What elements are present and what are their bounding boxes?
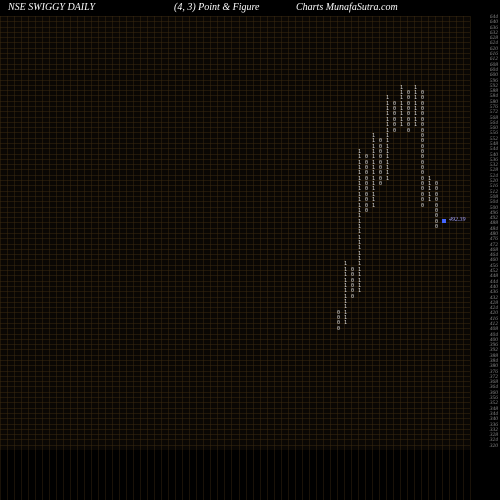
o-mark: 0: [405, 129, 412, 134]
pf-column: 11111111111111: [370, 16, 377, 450]
bottom-strip: [0, 450, 470, 500]
pf-column: 00000000000: [363, 16, 370, 450]
x-mark: 1: [342, 321, 349, 326]
o-mark: 0: [349, 295, 356, 300]
o-mark: 0: [419, 204, 426, 209]
pf-column: 11111111: [398, 16, 405, 450]
chart-header: NSE SWIGGY DAILY (4, 3) Point & Figure C…: [8, 2, 492, 16]
pf-column: 000000000: [433, 16, 440, 450]
x-mark: 1: [398, 123, 405, 128]
y-axis-label: 320: [490, 444, 498, 450]
o-mark: 0: [391, 129, 398, 134]
pf-column: 111111111111111111111111111: [356, 16, 363, 450]
pf-column: 1111111111111111: [384, 16, 391, 450]
symbol-label: NSE SWIGGY DAILY: [8, 2, 95, 13]
o-mark: 0: [433, 225, 440, 230]
chart-plot-area: 0000111111111111000000111111111111111111…: [0, 16, 470, 450]
o-mark: 0: [377, 182, 384, 187]
params-label: (4, 3) Point & Figure: [174, 2, 259, 13]
pf-column: 0000: [335, 16, 342, 450]
current-price-label: 492.39: [449, 217, 466, 223]
pf-column: 000000000: [377, 16, 384, 450]
pf-column: 11111: [426, 16, 433, 450]
x-mark: 1: [384, 177, 391, 182]
source-label: Charts MunafaSutra.com: [296, 2, 398, 13]
pf-column: 000000: [391, 16, 398, 450]
x-mark: 1: [370, 204, 377, 209]
o-mark: 0: [335, 327, 342, 332]
o-mark: 0: [363, 209, 370, 214]
price-marker-dot: [442, 219, 446, 223]
y-axis: 6446406366326286246206166126086046005965…: [470, 16, 498, 450]
x-mark: 1: [356, 289, 363, 294]
pf-column: 00000000: [405, 16, 412, 450]
pf-column: 0000000000000000000000: [419, 16, 426, 450]
pf-column: 000000: [349, 16, 356, 450]
pf-column: 111111111111: [342, 16, 349, 450]
x-mark: 1: [426, 198, 433, 203]
pf-column: 11111111: [412, 16, 419, 450]
x-mark: 1: [412, 123, 419, 128]
